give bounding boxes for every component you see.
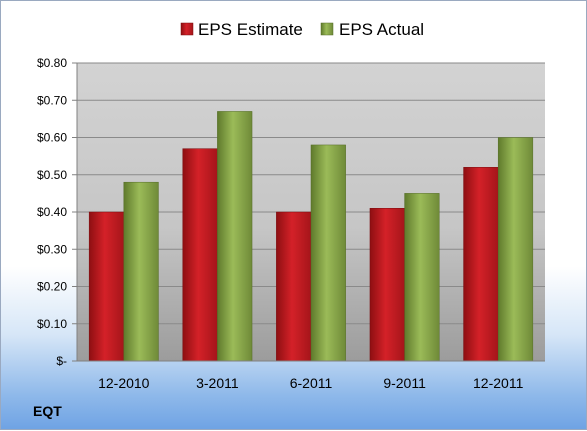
bar-eps-actual	[497, 137, 534, 362]
bar-eps-actual	[123, 181, 159, 362]
legend: EPS Estimate EPS Actual	[180, 20, 424, 39]
bar-eps-actual	[310, 144, 346, 362]
bar-eps-estimate	[88, 211, 125, 362]
bar-eps-estimate	[463, 167, 499, 362]
y-tick-label: $-	[56, 354, 67, 368]
x-tick-label: 9-2011	[383, 375, 426, 391]
y-tick-label: $0.50	[37, 168, 67, 182]
legend-swatch-estimate	[180, 22, 194, 36]
legend-label-estimate: EPS Estimate	[198, 20, 303, 39]
x-tick-label: 6-2011	[290, 375, 333, 391]
legend-swatch-actual	[320, 22, 334, 36]
x-tick-label: 12-2010	[98, 375, 150, 391]
y-tick-label: $0.70	[37, 93, 67, 107]
bar-eps-actual	[404, 193, 440, 362]
y-tick-label: $0.10	[37, 317, 67, 331]
bar-eps-estimate	[276, 211, 312, 362]
y-tick-label: $0.80	[37, 56, 67, 70]
bar-eps-estimate	[182, 148, 218, 362]
x-tick-label: 3-2011	[196, 375, 239, 391]
y-axis: $- $0.10 $0.20 $0.30 $0.40 $0.50 $0.60 $0.70 $0.…	[37, 56, 78, 368]
y-tick-label: $0.40	[37, 205, 67, 219]
x-axis: 12-2010 3-2011 6-2011 9-2011 12-2011	[77, 360, 545, 391]
y-tick-label: $0.20	[37, 280, 67, 294]
bars	[88, 111, 534, 362]
x-tick-label: 12-2011	[473, 375, 524, 391]
legend-label-actual: EPS Actual	[339, 20, 424, 39]
bar-eps-actual	[217, 111, 253, 362]
y-tick-label: $0.60	[37, 131, 67, 145]
y-tick-label: $0.30	[37, 242, 67, 256]
bar-eps-estimate	[369, 208, 405, 362]
ticker-label: EQT	[33, 403, 62, 419]
